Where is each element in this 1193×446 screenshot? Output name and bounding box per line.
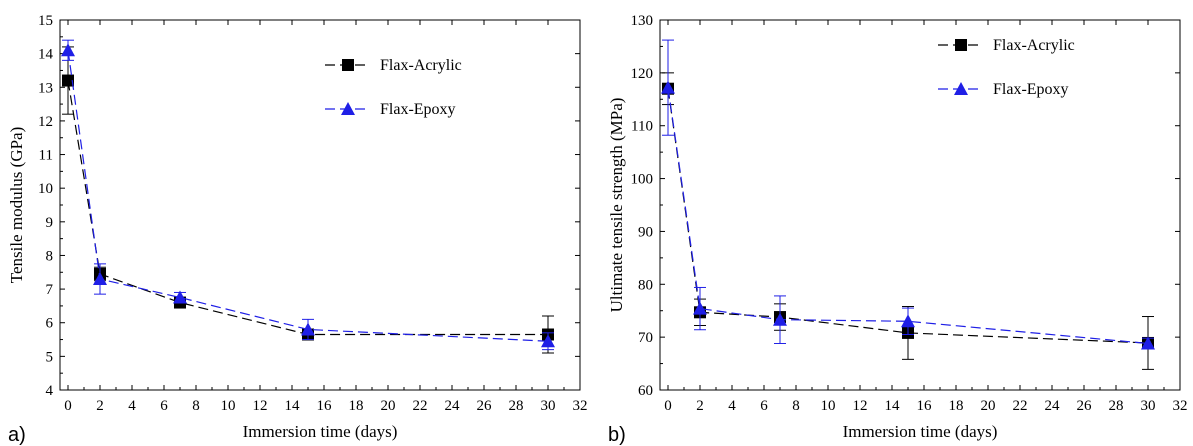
data-point-triangle — [901, 314, 915, 328]
data-point-triangle — [301, 322, 315, 336]
y-tick-label: 90 — [638, 224, 653, 240]
legend-label: Flax-Epoxy — [380, 101, 456, 118]
x-tick-label: 14 — [285, 398, 301, 414]
x-tick-label: 28 — [509, 398, 524, 414]
legend-label: Flax-Acrylic — [380, 57, 462, 74]
y-tick-label: 6 — [46, 316, 54, 332]
x-tick-label: 6 — [760, 398, 768, 414]
y-tick-label: 15 — [38, 13, 53, 29]
x-axis-label: Immersion time (days) — [843, 422, 998, 441]
y-tick-label: 60 — [638, 383, 653, 399]
x-tick-label: 2 — [696, 398, 704, 414]
series-line-flax-acrylic — [667, 88, 1149, 344]
y-tick-label: 100 — [631, 172, 654, 188]
x-tick-label: 0 — [64, 398, 72, 414]
legend-label: Flax-Epoxy — [993, 81, 1069, 98]
legend-marker-triangle — [954, 82, 968, 95]
x-tick-label: 12 — [853, 398, 868, 414]
data-point-triangle — [661, 80, 675, 94]
y-tick-label: 120 — [631, 66, 654, 82]
panel-label: b) — [608, 424, 626, 446]
data-point-square — [62, 74, 74, 87]
y-tick-label: 7 — [46, 282, 54, 298]
x-tick-label: 26 — [1077, 398, 1093, 414]
x-tick-label: 18 — [349, 398, 364, 414]
x-tick-label: 22 — [413, 398, 428, 414]
x-tick-label: 18 — [949, 398, 964, 414]
plot-frame — [659, 19, 1181, 391]
y-tick-label: 70 — [638, 330, 653, 346]
x-tick-label: 24 — [445, 398, 461, 414]
x-tick-label: 4 — [128, 398, 136, 414]
x-tick-label: 8 — [192, 398, 200, 414]
data-point-triangle — [93, 272, 107, 285]
y-axis-label: Tensile modulus (GPa) — [7, 127, 26, 284]
series-line-flax-epoxy — [67, 50, 549, 342]
x-tick-label: 24 — [1045, 398, 1061, 414]
x-tick-label: 16 — [917, 398, 933, 414]
x-tick-label: 4 — [728, 398, 736, 414]
x-tick-label: 30 — [1141, 398, 1156, 414]
x-tick-label: 22 — [1013, 398, 1028, 414]
data-point-triangle — [541, 334, 555, 348]
x-tick-label: 26 — [477, 398, 493, 414]
y-tick-label: 4 — [46, 383, 54, 399]
legend-marker-triangle — [341, 102, 355, 115]
data-point-triangle — [61, 43, 75, 57]
x-axis-label: Immersion time (days) — [243, 422, 398, 441]
chart-a: 0 2 4 6 8 10 12 14 16 18 20 22 24 26 28 30 3245678910111… — [7, 13, 588, 446]
y-tick-label: 13 — [38, 80, 53, 96]
x-tick-label: 28 — [1109, 398, 1124, 414]
y-tick-label: 5 — [46, 349, 54, 365]
y-tick-label: 8 — [46, 248, 54, 264]
series-line-flax-epoxy — [667, 87, 1149, 345]
y-tick-label: 110 — [631, 119, 653, 135]
x-tick-label: 14 — [885, 398, 901, 414]
x-tick-label: 20 — [981, 398, 996, 414]
data-point-triangle — [1141, 336, 1155, 350]
x-tick-label: 16 — [317, 398, 333, 414]
data-point-triangle — [693, 301, 707, 315]
legend-marker-square — [342, 59, 354, 71]
data-point-triangle — [173, 290, 187, 304]
y-tick-label: 12 — [38, 114, 53, 130]
x-tick-label: 2 — [96, 398, 104, 414]
y-tick-label: 14 — [38, 47, 54, 63]
x-tick-label: 10 — [821, 398, 836, 414]
y-axis-label: Ultimate tensile strength (MPa) — [607, 98, 626, 313]
y-tick-label: 10 — [38, 181, 53, 197]
x-tick-label: 10 — [221, 398, 236, 414]
series-line-flax-acrylic — [67, 80, 548, 336]
x-tick-label: 20 — [381, 398, 396, 414]
panel-label: a) — [8, 424, 26, 446]
data-point-triangle — [773, 312, 787, 326]
y-tick-label: 11 — [39, 148, 53, 164]
x-tick-label: 12 — [253, 398, 268, 414]
y-tick-label: 130 — [631, 13, 654, 29]
x-tick-label: 8 — [792, 398, 800, 414]
legend-marker-square — [955, 39, 967, 51]
x-tick-label: 30 — [541, 398, 556, 414]
x-tick-label: 32 — [1173, 398, 1188, 414]
x-tick-label: 32 — [573, 398, 588, 414]
y-tick-label: 9 — [46, 215, 54, 231]
x-tick-label: 6 — [160, 398, 168, 414]
y-tick-label: 80 — [638, 277, 653, 293]
chart-b: 0 2 4 6 8 10 12 14 16 18 20 22 24 26 28 30 3260708090100… — [607, 13, 1188, 446]
x-tick-label: 0 — [664, 398, 672, 414]
legend-label: Flax-Acrylic — [993, 37, 1075, 54]
